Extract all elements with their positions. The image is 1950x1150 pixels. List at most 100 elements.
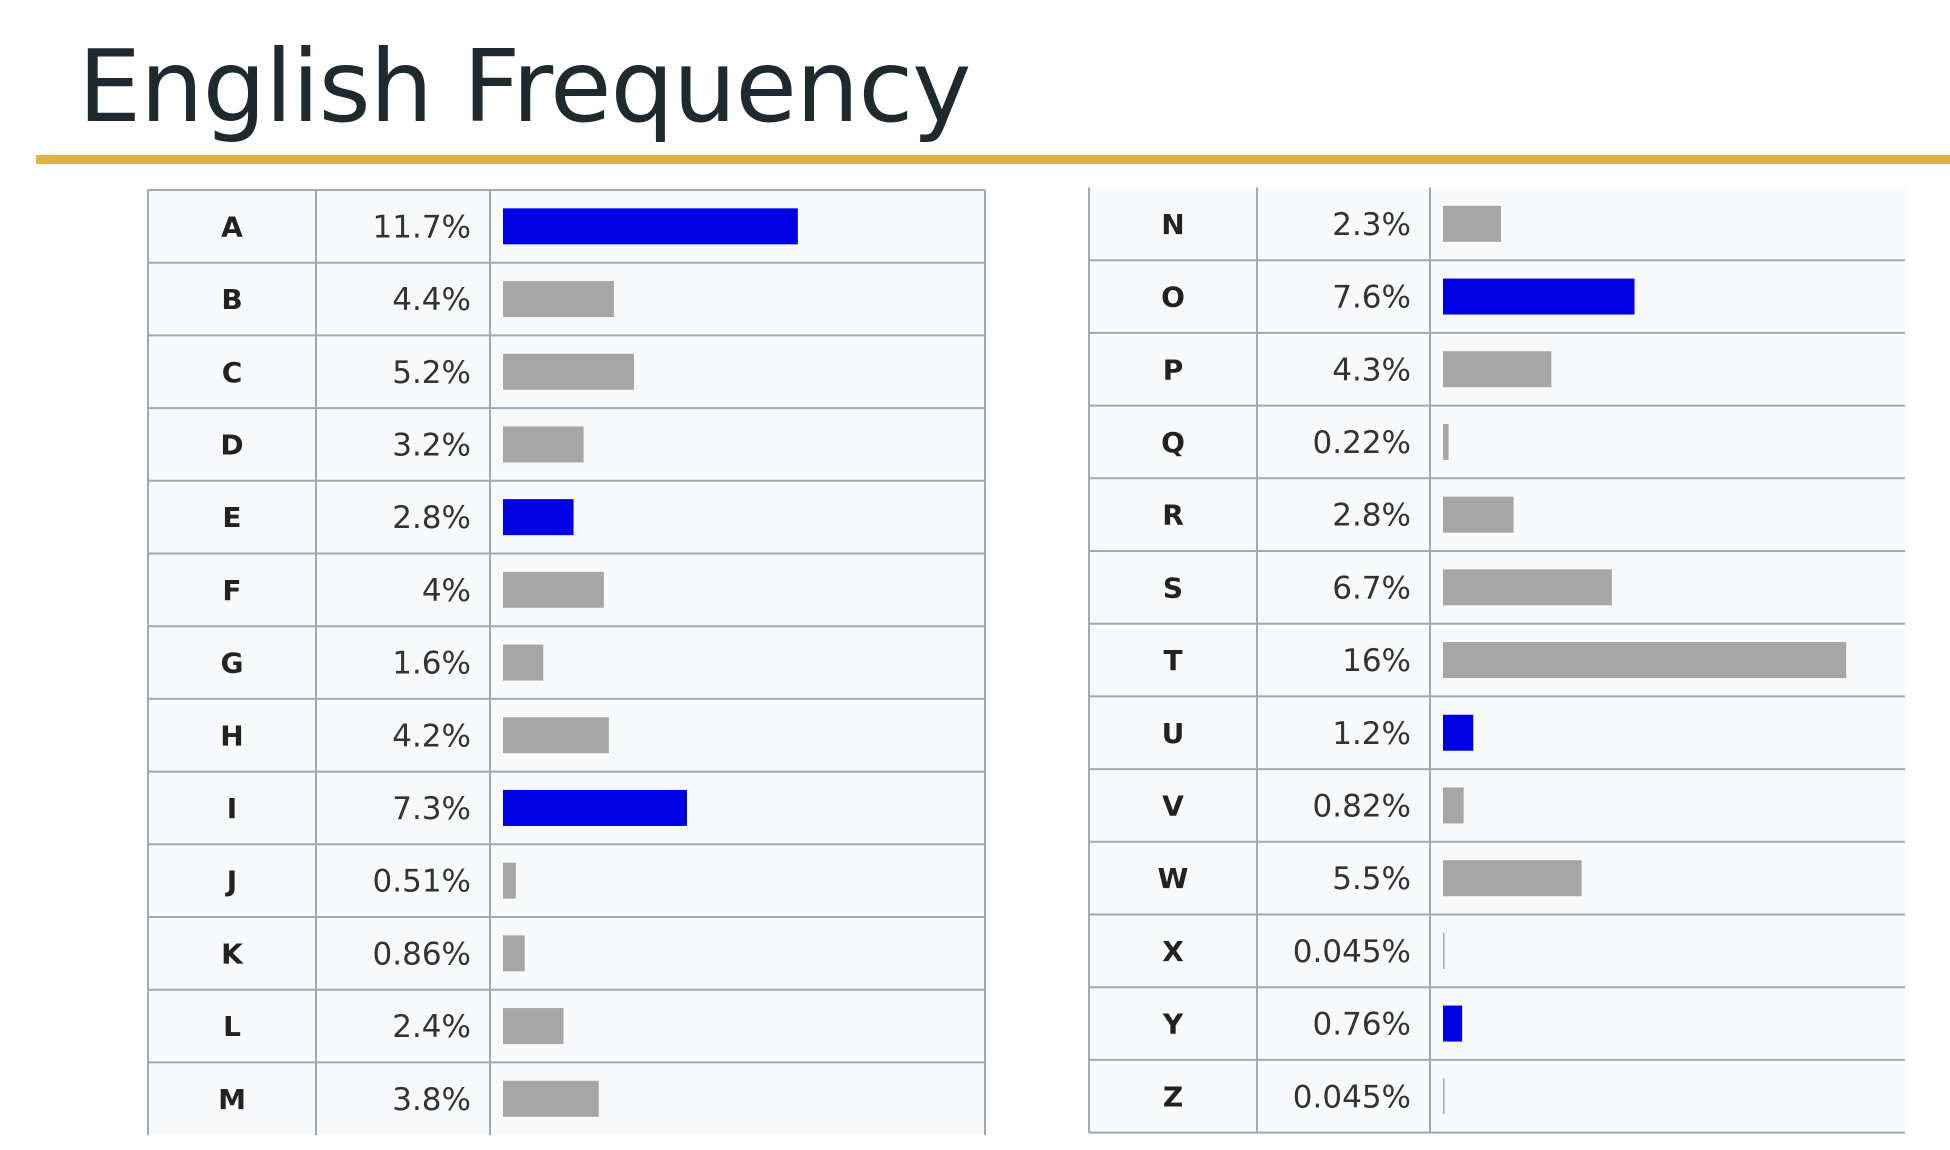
frequency-bar xyxy=(1443,932,1445,969)
frequency-bar xyxy=(1443,351,1552,388)
letter-label: P xyxy=(1163,353,1184,386)
letter-label: C xyxy=(222,356,243,389)
vowel-frequency-bar xyxy=(503,499,574,536)
table-row: T 16% xyxy=(1163,642,1847,679)
frequency-bar xyxy=(503,281,614,318)
vowel-frequency-bar xyxy=(1443,1005,1463,1042)
frequency-bar xyxy=(1443,569,1612,606)
table-row: H 4.2% xyxy=(220,717,609,754)
table-row: F 4% xyxy=(222,571,604,609)
value-label: 2.4% xyxy=(392,1009,471,1045)
letter-label: T xyxy=(1163,644,1182,677)
value-label: 2.3% xyxy=(1332,207,1411,243)
letter-label: Y xyxy=(1162,1008,1184,1041)
letter-label: D xyxy=(220,428,243,461)
table-row: U 1.2% xyxy=(1162,714,1474,752)
table-row: A 11.7% xyxy=(221,208,798,245)
value-label: 7.6% xyxy=(1332,280,1411,316)
frequency-bar xyxy=(1443,787,1464,824)
table-row: Y 0.76% xyxy=(1162,1005,1463,1043)
frequency-bar xyxy=(503,862,516,899)
frequency-bar xyxy=(1443,860,1582,897)
value-label: 16% xyxy=(1342,643,1411,679)
value-label: 2.8% xyxy=(392,500,471,536)
value-label: 0.82% xyxy=(1313,788,1411,824)
table-row: I 7.3% xyxy=(227,789,687,827)
letter-label: M xyxy=(218,1083,246,1116)
value-label: 0.22% xyxy=(1313,425,1411,461)
letter-label: N xyxy=(1161,208,1184,241)
table-row: G 1.6% xyxy=(221,644,544,682)
letter-label: V xyxy=(1162,789,1184,822)
value-label: 4.4% xyxy=(392,282,471,318)
table-background xyxy=(148,190,985,1136)
letter-label: X xyxy=(1162,935,1184,968)
letter-label: R xyxy=(1162,499,1184,532)
table-row: J 0.51% xyxy=(225,862,516,900)
value-label: 2.8% xyxy=(1332,498,1411,534)
value-label: 0.76% xyxy=(1313,1007,1411,1043)
table-row: V 0.82% xyxy=(1162,787,1464,824)
value-label: 4.3% xyxy=(1332,352,1411,388)
table-row: Z 0.045% xyxy=(1163,1078,1445,1115)
value-label: 0.86% xyxy=(373,936,471,972)
vowel-frequency-bar xyxy=(503,789,687,826)
value-label: 1.6% xyxy=(392,646,471,682)
table-row: N 2.3% xyxy=(1161,205,1501,243)
frequency-bar xyxy=(503,571,604,608)
letter-label: F xyxy=(222,574,241,607)
table-row: O 7.6% xyxy=(1161,278,1635,316)
value-label: 0.045% xyxy=(1293,1079,1411,1115)
frequency-bar xyxy=(503,1008,564,1045)
letter-label: E xyxy=(222,501,241,534)
frequency-bar xyxy=(1443,1078,1445,1115)
letter-label: G xyxy=(221,647,244,680)
value-label: 7.3% xyxy=(392,791,471,827)
title-underline xyxy=(36,155,1950,164)
letter-label: B xyxy=(221,283,242,316)
value-label: 5.2% xyxy=(392,355,471,391)
table-row: L 2.4% xyxy=(223,1008,564,1045)
table-row: D 3.2% xyxy=(220,426,584,463)
frequency-bar xyxy=(1443,205,1501,242)
table-row: P 4.3% xyxy=(1163,351,1552,388)
letter-label: S xyxy=(1163,571,1183,604)
letter-label: O xyxy=(1161,281,1185,314)
frequency-bar xyxy=(1443,642,1847,679)
frequency-table-right: N 2.3% O 7.6% P 4.3% Q 0.22% R 2.8% S 6.7% T 16% U 1.2%… xyxy=(1088,187,1905,1134)
value-label: 4.2% xyxy=(392,718,471,754)
frequency-table-left: A 11.7% B 4.4% C 5.2% D 3.2% E 2.8% F 4% G 1.6% H 4.2% I… xyxy=(147,189,986,1136)
table-row: W 5.5% xyxy=(1158,860,1582,897)
table-row: S 6.7% xyxy=(1163,569,1612,606)
frequency-bar xyxy=(503,426,584,463)
frequency-bar xyxy=(503,1080,599,1117)
value-label: 1.2% xyxy=(1332,716,1411,752)
vowel-frequency-bar xyxy=(1443,714,1474,751)
letter-label: W xyxy=(1158,862,1189,895)
table-row: B 4.4% xyxy=(221,281,614,318)
letter-label: H xyxy=(220,719,243,752)
letter-label: A xyxy=(221,210,243,243)
table-row: R 2.8% xyxy=(1162,496,1514,534)
value-label: 4% xyxy=(422,573,471,609)
vowel-frequency-bar xyxy=(503,208,798,245)
letter-label: Q xyxy=(1161,426,1185,459)
value-label: 6.7% xyxy=(1332,570,1411,606)
value-label: 3.2% xyxy=(392,427,471,463)
table-row: E 2.8% xyxy=(222,499,574,536)
table-row: C 5.2% xyxy=(222,353,635,391)
slide-title: English Frequency xyxy=(78,28,971,145)
frequency-bar xyxy=(503,935,525,972)
value-label: 5.5% xyxy=(1332,861,1411,897)
table-row: M 3.8% xyxy=(218,1080,599,1118)
letter-label: I xyxy=(227,792,237,825)
frequency-bar xyxy=(1443,496,1514,533)
table-row: X 0.045% xyxy=(1162,932,1445,970)
letter-label: J xyxy=(225,865,237,898)
letter-label: K xyxy=(221,937,244,970)
frequency-bar xyxy=(503,353,635,390)
frequency-bar xyxy=(1443,423,1449,460)
letter-label: U xyxy=(1162,717,1185,750)
value-label: 0.51% xyxy=(373,864,471,900)
